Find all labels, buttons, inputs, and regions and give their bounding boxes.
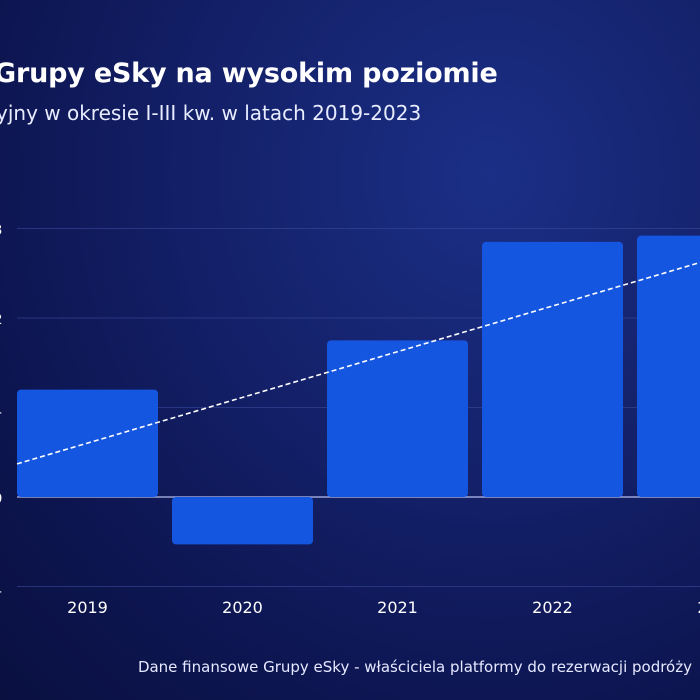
bar-2022 [482, 241, 623, 497]
x-tick-label: 2022 [532, 598, 573, 617]
source-footnote: Dane finansowe Grupy eSky - właściciela … [137, 658, 692, 676]
y-tick-label: 2 [0, 311, 2, 328]
x-tick-label: 2021 [377, 598, 418, 617]
chart-subtitle: yjny w okresie I-III kw. w latach 2019-2… [0, 101, 422, 125]
bar-2021 [327, 340, 468, 497]
y-tick-label: 0 [0, 490, 2, 507]
x-tick-label: 20 [697, 598, 700, 617]
bar-20 [637, 235, 700, 497]
x-tick-label: 2019 [67, 598, 108, 617]
y-tick-label: -1 [0, 580, 2, 597]
y-tick-label: 3 [0, 222, 2, 239]
bar-chart: -1 0 1 2 3 2019 2020 2021 2022 20 [0, 222, 700, 617]
x-tick-label: 2020 [222, 598, 263, 617]
bar-2020 [172, 497, 313, 545]
chart-title: Grupy eSky na wysokim poziomie [0, 58, 498, 89]
trend-line [16, 261, 700, 465]
y-tick-label: 1 [0, 401, 2, 418]
